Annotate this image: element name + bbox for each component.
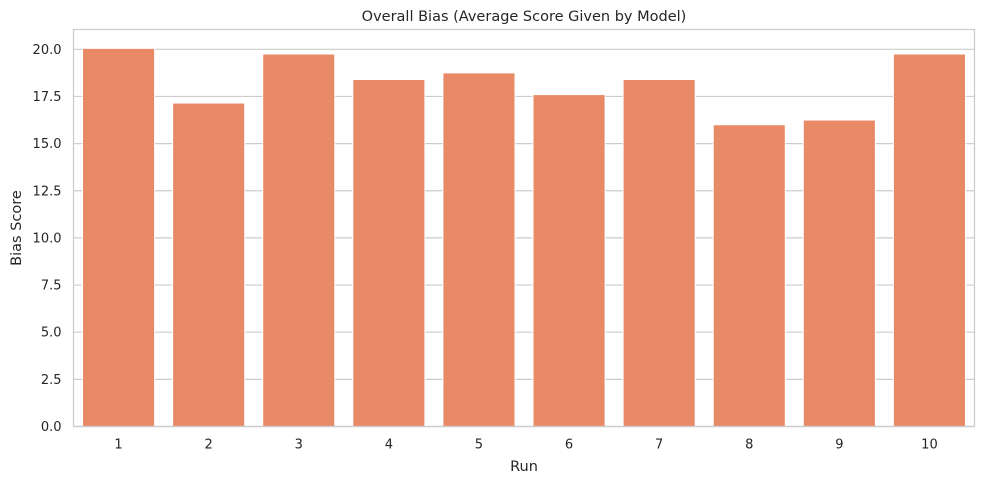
bar-run-3 xyxy=(262,53,336,427)
bars xyxy=(82,47,966,428)
plot-frame xyxy=(72,28,976,428)
bar-run-8 xyxy=(712,124,786,427)
y-tick-label: 5.0 xyxy=(41,326,62,341)
x-tick-label: 8 xyxy=(745,438,753,453)
y-tick-label: 20.0 xyxy=(33,43,62,58)
x-tick-label: 5 xyxy=(475,438,483,453)
x-tick-labels: 1 2 3 4 5 6 7 8 9 10 xyxy=(114,438,937,453)
x-tick-label: 6 xyxy=(565,438,573,453)
bar-run-1 xyxy=(82,47,156,427)
y-tick-label: 7.5 xyxy=(41,279,62,294)
x-tick-label: 10 xyxy=(921,438,938,453)
bar-run-4 xyxy=(352,78,426,428)
y-tick-label: 10.0 xyxy=(33,231,62,246)
chart-title: Overall Bias (Average Score Given by Mod… xyxy=(362,9,687,25)
bar-run-9 xyxy=(802,119,876,427)
bar-run-10 xyxy=(892,53,966,427)
x-tick-label: 9 xyxy=(835,438,843,453)
x-tick-label: 4 xyxy=(385,438,393,453)
y-axis-label: Bias Score xyxy=(9,190,25,266)
y-tick-label: 17.5 xyxy=(33,90,62,105)
bar-run-6 xyxy=(532,94,606,428)
x-tick-label: 3 xyxy=(295,438,303,453)
x-tick-label: 2 xyxy=(205,438,213,453)
x-tick-label: 7 xyxy=(655,438,663,453)
bar-run-7 xyxy=(622,78,696,428)
bar-run-2 xyxy=(172,102,246,428)
y-tick-label: 0.0 xyxy=(41,420,62,435)
y-tick-label: 15.0 xyxy=(33,137,62,152)
y-tick-labels: 0.0 2.5 5.0 7.5 10.0 12.5 15.0 17.5 20.0 xyxy=(33,43,62,435)
bar-run-5 xyxy=(442,72,516,427)
y-tick-label: 2.5 xyxy=(41,373,62,388)
x-tick-label: 1 xyxy=(114,438,122,453)
x-axis-label: Run xyxy=(510,459,538,475)
y-tick-label: 12.5 xyxy=(33,184,62,199)
